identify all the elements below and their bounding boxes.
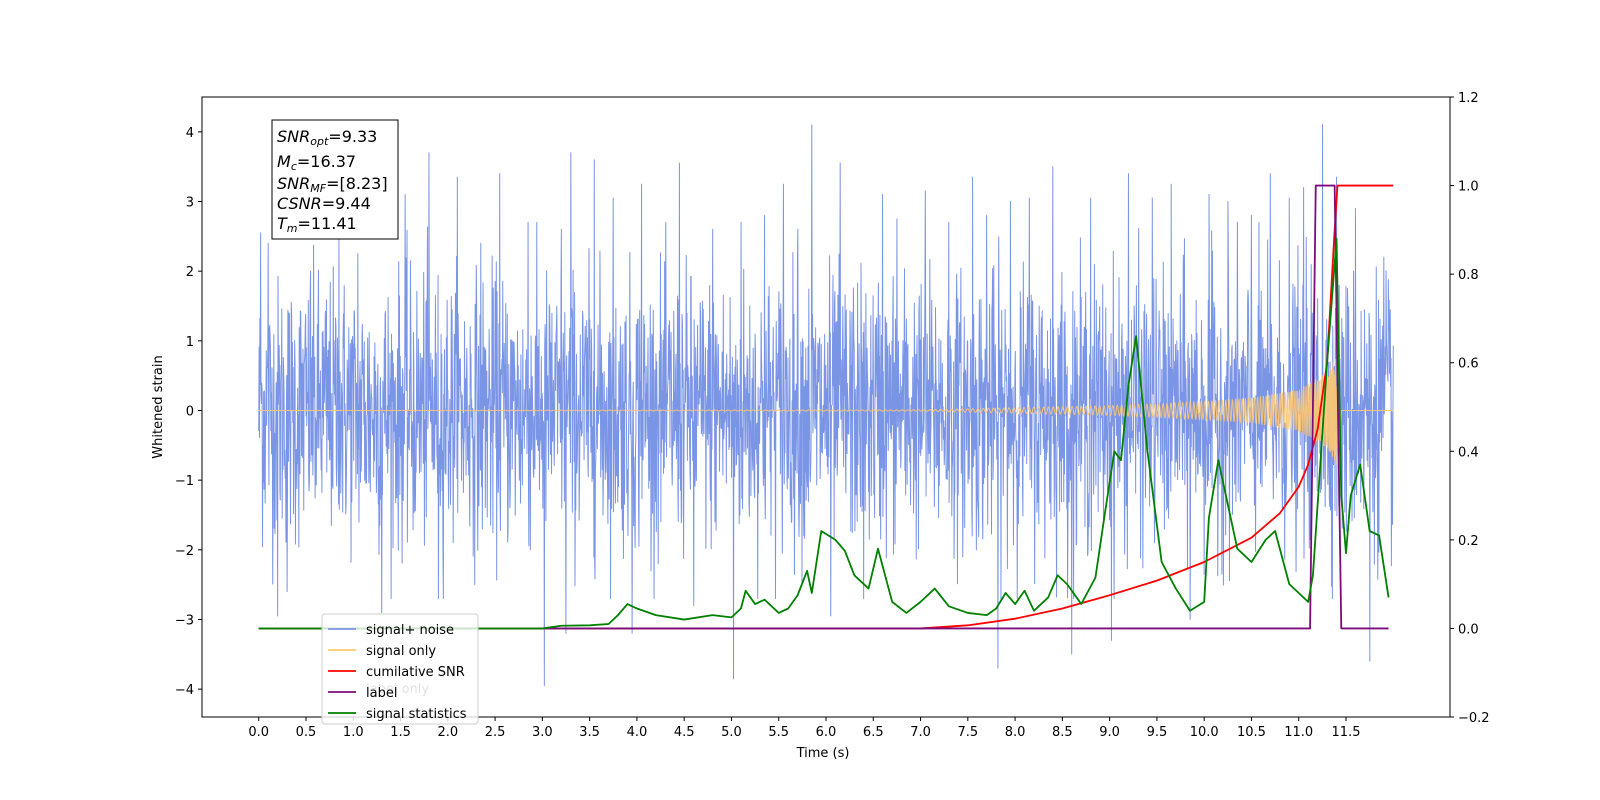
x-tick-label: 11.0 — [1284, 725, 1313, 740]
y2-tick-label: 1.0 — [1458, 180, 1479, 195]
x-tick-label: 0.0 — [248, 725, 269, 740]
legend-frame — [321, 613, 479, 725]
legend: label only signal+ noise signal only cumil… — [321, 613, 479, 725]
info-box: SNRopt=9.33 Mc=16.37 SNRMF=[8.23] CSNR=9… — [271, 119, 399, 240]
x-axis-ticks: 0.0 0.5 1.0 1.5 2.0 2.5 3.0 3.5 4.0 4.5 5.0 5.5 6.0 6… — [248, 717, 1360, 740]
info-tm: Tm=11.41 — [277, 214, 357, 235]
y2-tick-label: 0.8 — [1458, 268, 1479, 283]
y2-tick-label: 0.0 — [1458, 622, 1479, 637]
x-tick-label: 0.5 — [296, 725, 317, 740]
y2-tick-label: 0.4 — [1458, 445, 1479, 460]
series-signal-noise-line — [258, 124, 1394, 687]
x-tick-label: 6.0 — [816, 725, 837, 740]
x-tick-label: 2.0 — [437, 725, 458, 740]
y-tick-label: 0 — [186, 404, 194, 419]
legend-label: cumilative SNR — [366, 665, 465, 680]
legend-overlay-text: label only — [366, 682, 429, 697]
x-tick-label: 4.0 — [627, 725, 648, 740]
y2-tick-label: 0.6 — [1458, 357, 1479, 372]
y2-tick-label: 1.2 — [1458, 91, 1479, 106]
x-tick-label: 11.5 — [1332, 725, 1361, 740]
series-signal-statistics-line — [258, 237, 1390, 630]
x-tick-label: 2.5 — [485, 725, 506, 740]
y-tick-label: 2 — [186, 265, 194, 280]
y-tick-label: 1 — [186, 335, 194, 350]
x-tick-label: 5.0 — [721, 725, 742, 740]
y-tick-label: −2 — [175, 544, 194, 559]
x-tick-label: 10.0 — [1190, 725, 1219, 740]
x-tick-label: 10.5 — [1237, 725, 1266, 740]
x-axis-label: Time (s) — [796, 746, 850, 761]
x-tick-label: 6.5 — [863, 725, 884, 740]
x-tick-label: 9.5 — [1147, 725, 1168, 740]
x-tick-label: 8.0 — [1005, 725, 1026, 740]
y-tick-label: −1 — [175, 474, 194, 489]
y-tick-label: 4 — [186, 126, 194, 141]
legend-label: label — [366, 686, 397, 701]
info-csnr: CSNR=9.44 — [277, 194, 371, 213]
x-tick-label: 3.0 — [532, 725, 553, 740]
y2-tick-label: 0.2 — [1458, 534, 1479, 549]
series-label-line — [258, 184, 1389, 630]
info-box-frame — [271, 119, 399, 240]
y-axis-label: Whitened strain — [151, 355, 166, 458]
series-signal-only-line — [258, 358, 1394, 466]
x-tick-label: 1.5 — [390, 725, 411, 740]
y2-axis-ticks: 1.2 1.0 0.8 0.6 0.4 0.2 0.0 −0.2 — [1450, 91, 1490, 726]
info-snr-opt: SNRopt=9.33 — [277, 127, 377, 148]
y-tick-label: −3 — [175, 613, 194, 628]
x-tick-label: 3.5 — [579, 725, 600, 740]
legend-label: signal statistics — [366, 707, 467, 722]
y2-tick-label: −0.2 — [1458, 711, 1490, 726]
y-tick-label: −4 — [175, 683, 194, 698]
x-tick-label: 7.0 — [910, 725, 931, 740]
plot-series — [258, 124, 1394, 687]
info-snr-mf: SNRMF=[8.23] — [277, 174, 388, 195]
info-mc: Mc=16.37 — [277, 152, 356, 173]
x-tick-label: 9.0 — [1099, 725, 1120, 740]
x-tick-label: 4.5 — [674, 725, 695, 740]
legend-entries: signal+ noise signal only cumilative SNR la… — [328, 623, 467, 722]
x-tick-label: 1.0 — [343, 725, 364, 740]
y-axis-ticks: 4 3 2 1 0 −1 −2 −3 −4 — [175, 126, 202, 698]
legend-label: signal+ noise — [366, 623, 454, 638]
x-tick-label: 8.5 — [1052, 725, 1073, 740]
x-tick-label: 7.5 — [957, 725, 978, 740]
legend-label: signal only — [366, 644, 436, 659]
y-tick-label: 3 — [186, 195, 194, 210]
x-tick-label: 5.5 — [768, 725, 789, 740]
